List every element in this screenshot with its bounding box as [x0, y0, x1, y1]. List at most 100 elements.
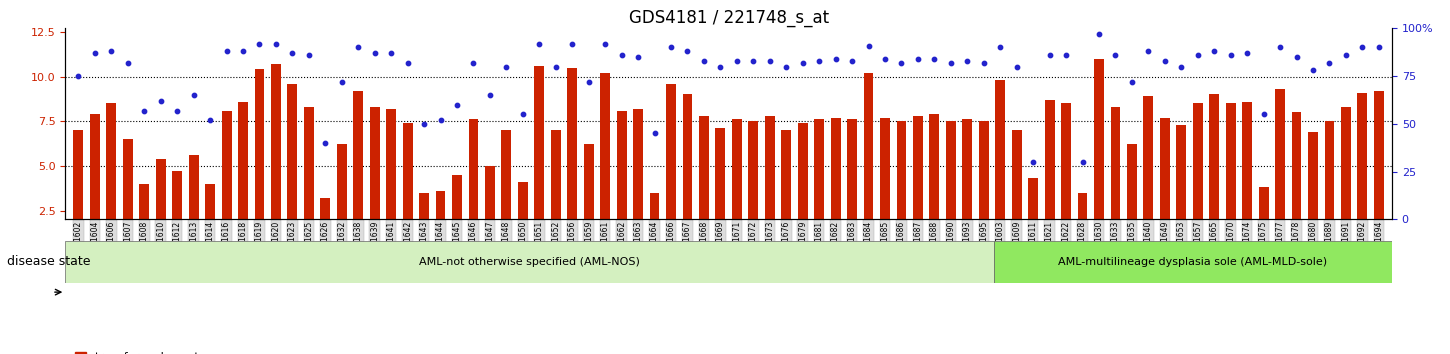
- Bar: [188, 155, 199, 255]
- Point: [610, 52, 634, 58]
- Bar: [1259, 187, 1269, 255]
- Bar: [204, 184, 215, 255]
- Bar: [1375, 91, 1383, 255]
- Point: [725, 58, 748, 64]
- Point: [940, 60, 963, 65]
- Text: disease state: disease state: [7, 256, 91, 268]
- Text: AML-not otherwise specified (AML-NOS): AML-not otherwise specified (AML-NOS): [419, 257, 639, 267]
- Bar: [370, 107, 380, 255]
- Point: [132, 108, 155, 113]
- Point: [642, 131, 666, 136]
- Point: [1186, 52, 1209, 58]
- Bar: [1176, 125, 1186, 255]
- Point: [824, 56, 847, 62]
- Point: [774, 64, 798, 69]
- Bar: [1341, 107, 1351, 255]
- Bar: [484, 166, 494, 255]
- Bar: [468, 119, 479, 255]
- Point: [1022, 159, 1045, 165]
- Bar: [1012, 130, 1022, 255]
- Point: [183, 92, 206, 98]
- Point: [1202, 48, 1225, 54]
- Bar: [403, 123, 413, 255]
- Bar: [567, 68, 577, 255]
- Bar: [815, 119, 824, 255]
- Point: [1235, 50, 1259, 56]
- Point: [313, 140, 336, 146]
- Bar: [1044, 100, 1054, 255]
- Bar: [715, 129, 725, 255]
- Point: [692, 58, 715, 64]
- Bar: [764, 116, 774, 255]
- Bar: [1127, 144, 1137, 255]
- Bar: [1308, 132, 1318, 255]
- Bar: [1028, 178, 1038, 255]
- Point: [83, 50, 106, 56]
- Bar: [979, 121, 989, 255]
- Point: [463, 60, 486, 65]
- Point: [956, 58, 979, 64]
- Bar: [1357, 93, 1367, 255]
- Bar: [535, 66, 544, 255]
- Bar: [502, 130, 512, 255]
- Bar: [386, 109, 396, 255]
- Bar: [864, 73, 873, 255]
- Bar: [1111, 107, 1121, 255]
- Point: [1219, 52, 1243, 58]
- Bar: [419, 193, 429, 255]
- Point: [1334, 52, 1357, 58]
- Point: [1103, 52, 1127, 58]
- Bar: [847, 119, 857, 255]
- Bar: [699, 116, 709, 255]
- Bar: [1324, 121, 1334, 255]
- Point: [478, 92, 502, 98]
- Text: AML-multilineage dysplasia sole (AML-MLD-sole): AML-multilineage dysplasia sole (AML-MLD…: [1058, 257, 1328, 267]
- Point: [248, 41, 271, 46]
- Point: [165, 108, 188, 113]
- Point: [841, 58, 864, 64]
- Bar: [452, 175, 463, 255]
- Point: [561, 41, 584, 46]
- Point: [626, 54, 650, 60]
- Point: [593, 41, 616, 46]
- Bar: [584, 144, 593, 255]
- Point: [396, 60, 419, 65]
- Point: [1137, 48, 1160, 54]
- Bar: [634, 109, 642, 255]
- Point: [922, 56, 945, 62]
- Bar: [238, 102, 248, 255]
- Bar: [616, 110, 626, 255]
- Point: [232, 48, 255, 54]
- Point: [1302, 68, 1325, 73]
- Point: [429, 117, 452, 123]
- Point: [380, 50, 403, 56]
- Bar: [748, 121, 758, 255]
- Bar: [650, 193, 660, 255]
- FancyBboxPatch shape: [995, 241, 1392, 283]
- Point: [67, 73, 90, 79]
- Point: [445, 102, 468, 108]
- Point: [857, 43, 880, 48]
- Bar: [929, 114, 940, 255]
- Point: [362, 50, 386, 56]
- Title: GDS4181 / 221748_s_at: GDS4181 / 221748_s_at: [628, 9, 829, 27]
- Bar: [782, 130, 792, 255]
- Bar: [304, 107, 313, 255]
- Bar: [155, 159, 165, 255]
- Point: [758, 58, 782, 64]
- Bar: [271, 64, 281, 255]
- Point: [890, 60, 914, 65]
- Bar: [1275, 89, 1285, 255]
- Point: [1038, 52, 1061, 58]
- Bar: [518, 182, 528, 255]
- Bar: [435, 191, 445, 255]
- Bar: [1243, 102, 1253, 255]
- Bar: [1095, 59, 1103, 255]
- Bar: [600, 73, 610, 255]
- Bar: [995, 80, 1005, 255]
- Bar: [123, 139, 133, 255]
- Point: [199, 117, 222, 123]
- Point: [528, 41, 551, 46]
- Bar: [336, 144, 347, 255]
- Bar: [914, 116, 922, 255]
